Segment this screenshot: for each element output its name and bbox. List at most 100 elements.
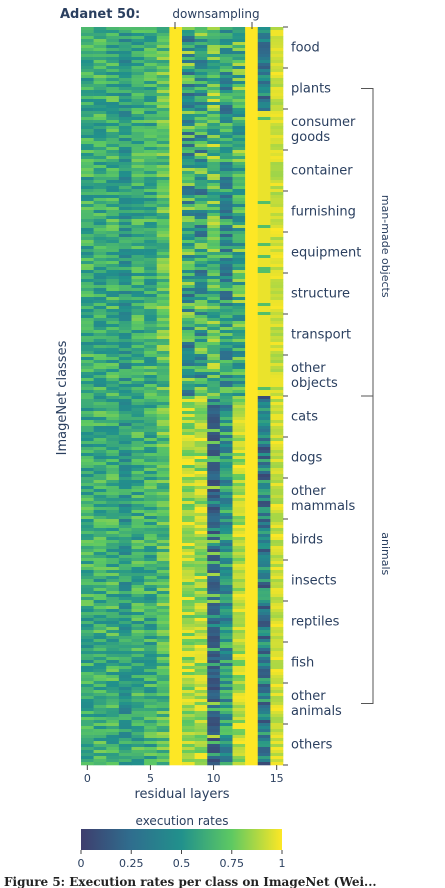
heatmap-cell — [219, 81, 233, 85]
heatmap-cell — [93, 342, 107, 346]
heatmap-cell — [169, 282, 183, 286]
heatmap-cell — [81, 615, 94, 619]
heatmap-cell — [93, 450, 107, 454]
heatmap-cell — [169, 390, 183, 394]
heatmap-cell — [169, 36, 183, 40]
heatmap-cell — [219, 492, 233, 496]
heatmap-cell — [93, 144, 107, 148]
heatmap-cell — [182, 678, 195, 682]
heatmap-cell — [131, 291, 145, 295]
heatmap-cell — [118, 330, 132, 334]
heatmap-cell — [207, 414, 221, 418]
heatmap-cell — [93, 522, 107, 526]
heatmap-cell — [219, 333, 233, 337]
heatmap-cell — [156, 657, 170, 661]
heatmap-cell — [194, 141, 208, 145]
heatmap-cell — [232, 189, 246, 193]
heatmap-cell — [169, 270, 183, 274]
heatmap-cell — [257, 396, 271, 400]
heatmap-cell — [182, 513, 195, 517]
heatmap-cell — [156, 609, 170, 613]
heatmap-cell — [156, 756, 170, 760]
heatmap-cell — [207, 234, 221, 238]
heatmap-cell — [156, 222, 170, 226]
heatmap-cell — [207, 264, 221, 268]
heatmap-cell — [182, 693, 195, 697]
heatmap-cell — [245, 453, 259, 457]
heatmap-cell — [169, 39, 183, 43]
heatmap-cell — [106, 462, 120, 466]
heatmap-cell — [156, 291, 170, 295]
heatmap-cell — [182, 255, 195, 259]
heatmap-cell — [194, 474, 208, 478]
heatmap-cell — [270, 324, 284, 328]
heatmap-cell — [257, 96, 271, 100]
heatmap-cell — [182, 360, 195, 364]
heatmap-cell — [257, 480, 271, 484]
heatmap-cell — [207, 630, 221, 634]
heatmap-cell — [169, 555, 183, 559]
heatmap-cell — [207, 510, 221, 514]
heatmap-cell — [219, 315, 233, 319]
heatmap-cell — [182, 132, 195, 136]
heatmap-cell — [219, 372, 233, 376]
heatmap-cell — [144, 726, 158, 730]
heatmap-cell — [207, 450, 221, 454]
heatmap-cell — [81, 465, 94, 469]
heatmap-cell — [106, 537, 120, 541]
heatmap-cell — [194, 336, 208, 340]
heatmap-cell — [257, 591, 271, 595]
heatmap-cell — [169, 552, 183, 556]
heatmap-cell — [118, 249, 132, 253]
heatmap-cell — [81, 39, 94, 43]
heatmap-cell — [194, 27, 208, 31]
heatmap-cell — [182, 471, 195, 475]
heatmap-cell — [118, 657, 132, 661]
heatmap-cell — [232, 423, 246, 427]
heatmap-cell — [182, 348, 195, 352]
heatmap-cell — [144, 66, 158, 70]
heatmap-cell — [106, 627, 120, 631]
heatmap-cell — [93, 702, 107, 706]
heatmap-cell — [131, 144, 145, 148]
heatmap-cell — [219, 390, 233, 394]
heatmap-cell — [232, 648, 246, 652]
heatmap-cell — [144, 261, 158, 265]
heatmap-cell — [194, 642, 208, 646]
heatmap-cell — [156, 33, 170, 37]
heatmap-cell — [270, 630, 284, 634]
heatmap-cell — [144, 189, 158, 193]
heatmap-cell — [118, 324, 132, 328]
heatmap-cell — [118, 402, 132, 406]
heatmap-cell — [245, 714, 259, 718]
heatmap-cell — [131, 327, 145, 331]
heatmap-cell — [131, 90, 145, 94]
heatmap-cell — [257, 744, 271, 748]
heatmap-cell — [93, 42, 107, 46]
heatmap-cell — [118, 315, 132, 319]
heatmap-cell — [93, 747, 107, 751]
heatmap-cell — [169, 159, 183, 163]
heatmap-cell — [207, 759, 221, 763]
heatmap-cell — [106, 195, 120, 199]
heatmap-cell — [156, 444, 170, 448]
heatmap-cell — [93, 606, 107, 610]
heatmap-cell — [156, 636, 170, 640]
heatmap-cell — [207, 192, 221, 196]
heatmap-cell — [156, 564, 170, 568]
heatmap-cell — [270, 66, 284, 70]
heatmap-cell — [257, 489, 271, 493]
heatmap-cell — [131, 36, 145, 40]
heatmap-cell — [245, 582, 259, 586]
heatmap-cell — [270, 384, 284, 388]
heatmap-cell — [169, 519, 183, 523]
heatmap-cell — [93, 684, 107, 688]
heatmap-cell — [156, 603, 170, 607]
heatmap-cell — [219, 693, 233, 697]
heatmap-cell — [81, 360, 94, 364]
heatmap-cell — [81, 348, 94, 352]
heatmap-cell — [182, 72, 195, 76]
heatmap-cell — [182, 327, 195, 331]
heatmap-cell — [131, 51, 145, 55]
heatmap-cell — [219, 201, 233, 205]
